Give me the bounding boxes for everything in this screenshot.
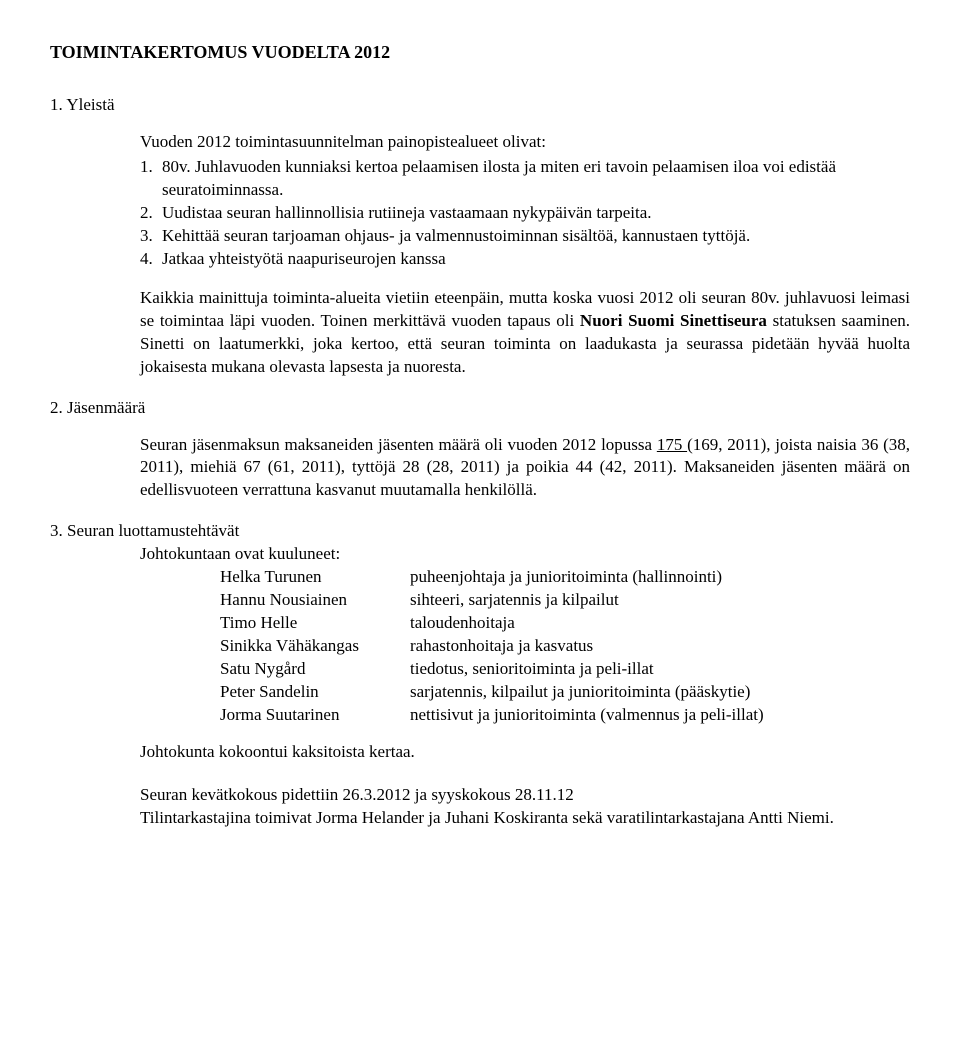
role-desc: tiedotus, senioritoiminta ja peli-illat — [410, 658, 910, 681]
section-3-heading: 3. Seuran luottamustehtävät — [50, 520, 910, 543]
list-item: 1. 80v. Juhlavuoden kunniaksi kertoa pel… — [140, 156, 910, 202]
document-title: TOIMINTAKERTOMUS VUODELTA 2012 — [50, 40, 910, 64]
role-row: Timo Helle taloudenhoitaja — [220, 612, 910, 635]
role-name: Hannu Nousiainen — [220, 589, 410, 612]
section-1-intro: Vuoden 2012 toimintasuunnitelman painopi… — [140, 131, 910, 154]
list-text: 80v. Juhlavuoden kunniaksi kertoa pelaam… — [162, 156, 910, 202]
section-3-subheading: Johtokuntaan ovat kuuluneet: — [140, 543, 910, 566]
section-1-list: 1. 80v. Juhlavuoden kunniaksi kertoa pel… — [140, 156, 910, 271]
roles-table: Helka Turunen puheenjohtaja ja juniorito… — [220, 566, 910, 727]
role-row: Jorma Suutarinen nettisivut ja juniorito… — [220, 704, 910, 727]
role-row: Satu Nygård tiedotus, senioritoiminta ja… — [220, 658, 910, 681]
role-desc: nettisivut ja junioritoiminta (valmennus… — [410, 704, 910, 727]
role-desc: sihteeri, sarjatennis ja kilpailut — [410, 589, 910, 612]
section-2-paragraph: Seuran jäsenmaksun maksaneiden jäsenten … — [140, 434, 910, 503]
role-name: Peter Sandelin — [220, 681, 410, 704]
role-row: Sinikka Vähäkangas rahastonhoitaja ja ka… — [220, 635, 910, 658]
role-desc: taloudenhoitaja — [410, 612, 910, 635]
role-row: Hannu Nousiainen sihteeri, sarjatennis j… — [220, 589, 910, 612]
role-name: Sinikka Vähäkangas — [220, 635, 410, 658]
role-name: Helka Turunen — [220, 566, 410, 589]
list-item: 2. Uudistaa seuran hallinnollisia rutiin… — [140, 202, 910, 225]
list-number: 1. — [140, 156, 162, 202]
list-text: Jatkaa yhteistyötä naapuriseurojen kanss… — [162, 248, 910, 271]
role-desc: puheenjohtaja ja junioritoiminta (hallin… — [410, 566, 910, 589]
section-1-paragraph: Kaikkia mainittuja toiminta-alueita viet… — [140, 287, 910, 379]
role-name: Satu Nygård — [220, 658, 410, 681]
list-text: Kehittää seuran tarjoaman ohjaus- ja val… — [162, 225, 910, 248]
underlined-count: 175 — [657, 435, 687, 454]
role-row: Helka Turunen puheenjohtaja ja juniorito… — [220, 566, 910, 589]
list-item: 3. Kehittää seuran tarjoaman ohjaus- ja … — [140, 225, 910, 248]
section-2-heading: 2. Jäsenmäärä — [50, 397, 910, 420]
list-number: 3. — [140, 225, 162, 248]
list-text: Uudistaa seuran hallinnollisia rutiineja… — [162, 202, 910, 225]
role-name: Jorma Suutarinen — [220, 704, 410, 727]
list-number: 4. — [140, 248, 162, 271]
role-desc: sarjatennis, kilpailut ja junioritoimint… — [410, 681, 910, 704]
para-bold: Nuori Suomi Sinettiseura — [580, 311, 767, 330]
list-number: 2. — [140, 202, 162, 225]
spring-meeting-line: Seuran kevätkokous pidettiin 26.3.2012 j… — [140, 784, 910, 807]
para-text: Seuran jäsenmaksun maksaneiden jäsenten … — [140, 435, 657, 454]
role-desc: rahastonhoitaja ja kasvatus — [410, 635, 910, 658]
list-item: 4. Jatkaa yhteistyötä naapuriseurojen ka… — [140, 248, 910, 271]
meetings-line: Johtokunta kokoontui kaksitoista kertaa. — [140, 741, 910, 764]
section-1-heading: 1. Yleistä — [50, 94, 910, 117]
role-name: Timo Helle — [220, 612, 410, 635]
role-row: Peter Sandelin sarjatennis, kilpailut ja… — [220, 681, 910, 704]
auditors-line: Tilintarkastajina toimivat Jorma Helande… — [140, 807, 910, 830]
